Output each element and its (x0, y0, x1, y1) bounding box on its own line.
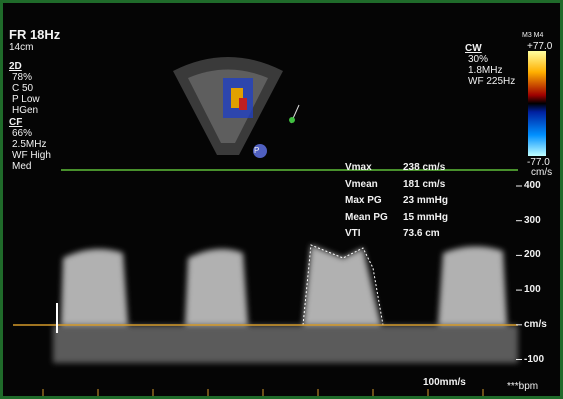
setting: P Low (12, 94, 40, 105)
color-bar-title: M3 M4 (522, 30, 543, 41)
setting: HGen (12, 105, 38, 116)
measure-label: Vmax (345, 162, 372, 173)
ultrasound-screen: FR 18Hz 14cm P M3 M4 +77.0 -77.0 cm/s 10… (0, 0, 563, 399)
scale-label: -100 (524, 354, 544, 365)
setting: 30% (468, 54, 488, 65)
frame-rate: FR 18Hz (9, 28, 60, 42)
sweep-speed: 100mm/s (423, 377, 466, 388)
measure-value: 181 cm/s (403, 179, 445, 190)
measure-value: 238 cm/s (403, 162, 445, 173)
depth: 14cm (9, 42, 33, 53)
probe-marker: P (254, 145, 259, 156)
scale-label: 100 (524, 284, 541, 295)
setting: 78% (12, 72, 32, 83)
settings-cw-title: CW (465, 43, 482, 54)
setting: 66% (12, 128, 32, 139)
heart-rate: ***bpm (507, 381, 538, 392)
setting: 1.8MHz (468, 65, 502, 76)
setting: WF High (12, 150, 51, 161)
scale-label: 300 (524, 215, 541, 226)
scale-label: 400 (524, 180, 541, 191)
scale-label: cm/s (524, 319, 547, 330)
setting: 2.5MHz (12, 139, 46, 150)
measure-label: Mean PG (345, 212, 388, 223)
color-bar-max: +77.0 (527, 41, 552, 52)
measure-value: 23 mmHg (403, 195, 448, 206)
settings-2d-title: 2D (9, 61, 22, 72)
color-bar (528, 51, 546, 156)
measure-label: Max PG (345, 195, 382, 206)
scale-label: 200 (524, 249, 541, 260)
measure-value: 15 mmHg (403, 212, 448, 223)
color-bar-unit: cm/s (531, 167, 552, 178)
measure-label: Vmean (345, 179, 378, 190)
settings-cf-title: CF (9, 117, 22, 128)
setting: Med (12, 161, 31, 172)
doppler-envelopes (53, 245, 518, 363)
sector-image (173, 57, 299, 158)
setting: WF 225Hz (468, 76, 515, 87)
measure-label: VTI (345, 228, 361, 239)
setting: C 50 (12, 83, 33, 94)
time-ticks (43, 389, 483, 396)
measure-value: 73.6 cm (403, 228, 440, 239)
